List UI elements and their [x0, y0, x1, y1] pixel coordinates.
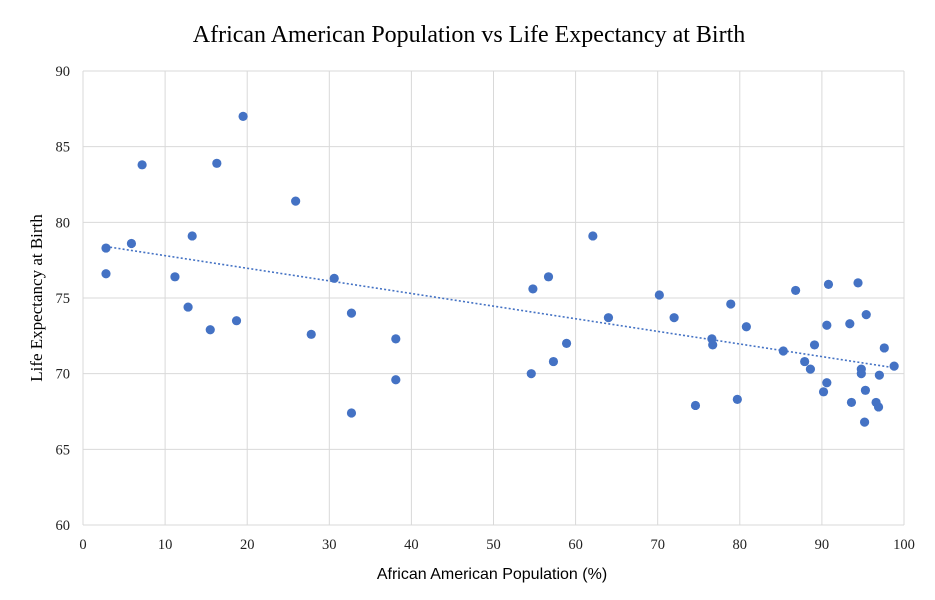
- gridlines: [82, 70, 905, 526]
- data-point: [588, 231, 598, 241]
- data-point: [346, 408, 357, 418]
- tick-labels: 60 65 70 75 80 85 90 0 10 20 30 40 50 60 70 80 90 100: [56, 64, 915, 553]
- data-point: [205, 325, 215, 335]
- data-point: [708, 340, 718, 350]
- x-tick-label: 10: [158, 537, 173, 553]
- x-tick-label: 70: [650, 537, 665, 553]
- data-point: [528, 284, 538, 294]
- y-tick-label: 70: [56, 367, 71, 383]
- data-point: [561, 338, 572, 348]
- data-point: [741, 322, 751, 332]
- data-point: [778, 346, 788, 356]
- data-point: [291, 196, 301, 206]
- x-tick-label: 90: [815, 537, 830, 553]
- data-point: [543, 272, 554, 282]
- data-point: [526, 369, 536, 379]
- x-tick-label: 40: [404, 537, 419, 553]
- x-tick-label: 100: [893, 537, 915, 553]
- data-point: [818, 387, 829, 397]
- data-point: [238, 111, 248, 121]
- y-tick-label: 60: [56, 518, 71, 534]
- data-point: [791, 285, 801, 296]
- data-point: [822, 320, 832, 330]
- data-point: [861, 310, 871, 320]
- data-point: [873, 402, 884, 412]
- data-point: [137, 160, 147, 170]
- data-point: [391, 334, 401, 344]
- data-point: [860, 385, 871, 395]
- data-point: [859, 417, 870, 427]
- trendline: [105, 245, 894, 369]
- data-point: [732, 394, 742, 404]
- data-point: [856, 369, 866, 379]
- y-tick-label: 80: [56, 215, 71, 231]
- data-point: [853, 278, 863, 288]
- data-point: [823, 279, 834, 289]
- data-point: [346, 308, 357, 318]
- chart-title: African American Population vs Life Expe…: [193, 22, 746, 48]
- y-tick-label: 85: [56, 140, 71, 156]
- trendline-layer: [105, 245, 894, 369]
- x-axis-title: African American Population (%): [377, 566, 607, 583]
- data-point: [822, 378, 832, 388]
- data-point: [846, 397, 857, 408]
- x-tick-label: 20: [240, 537, 255, 553]
- data-point: [845, 319, 855, 329]
- y-axis-title: Life Expectancy at Birth: [27, 214, 46, 382]
- data-point: [170, 272, 180, 282]
- data-point: [669, 313, 679, 323]
- data-point: [603, 313, 614, 323]
- data-point: [187, 231, 197, 241]
- data-point: [726, 299, 736, 309]
- data-point: [231, 316, 242, 326]
- data-point: [391, 375, 401, 385]
- data-point: [329, 273, 339, 283]
- data-points: [101, 111, 899, 427]
- data-point: [212, 158, 222, 168]
- data-point: [879, 343, 889, 353]
- data-point: [101, 243, 111, 253]
- x-tick-label: 80: [733, 537, 748, 553]
- data-point: [306, 329, 316, 339]
- data-point: [126, 238, 137, 249]
- data-point: [889, 361, 899, 371]
- data-point: [101, 269, 111, 279]
- x-tick-label: 50: [486, 537, 501, 553]
- x-tick-label: 60: [568, 537, 583, 553]
- x-tick-label: 0: [79, 537, 86, 553]
- y-tick-label: 90: [56, 64, 71, 80]
- data-point: [548, 356, 559, 367]
- data-point: [690, 400, 701, 411]
- data-point: [809, 340, 820, 350]
- data-point: [805, 364, 816, 374]
- data-point: [874, 370, 884, 380]
- y-tick-label: 65: [56, 442, 71, 458]
- data-point: [654, 290, 664, 300]
- data-point: [800, 356, 810, 367]
- data-point: [183, 302, 193, 312]
- x-tick-label: 30: [322, 537, 337, 553]
- y-tick-label: 75: [56, 291, 71, 307]
